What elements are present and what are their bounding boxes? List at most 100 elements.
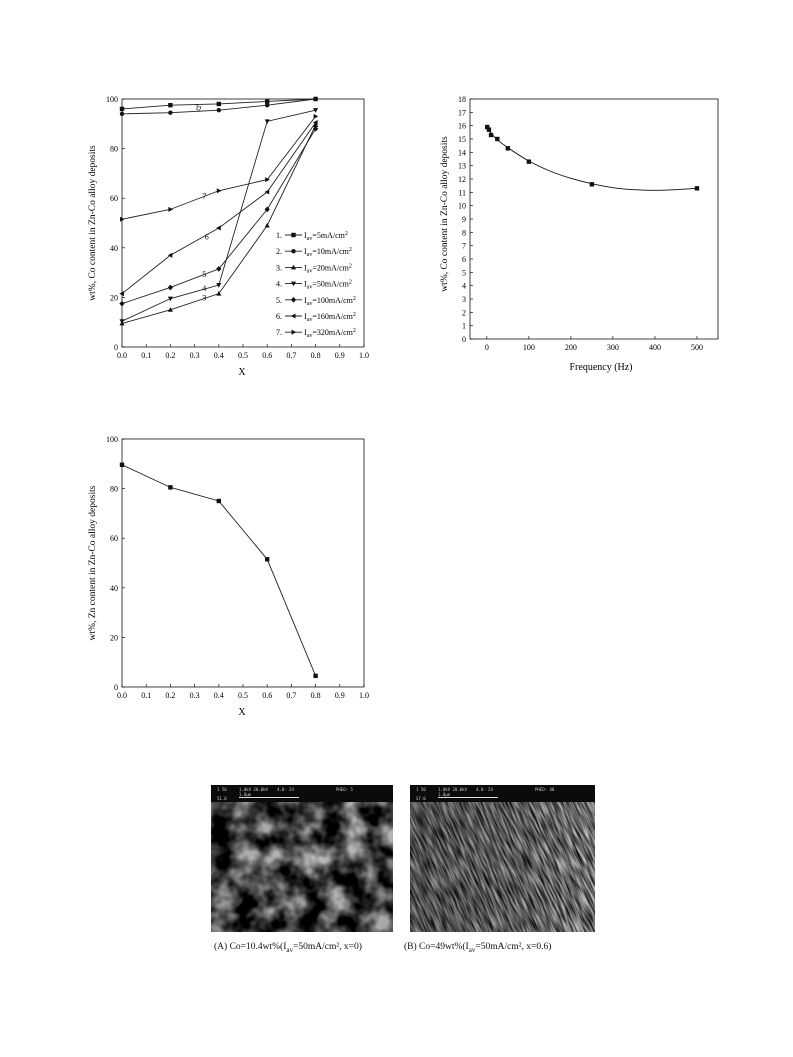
legend-number: 1.	[276, 231, 282, 240]
x-tick-label: 0.7	[286, 691, 296, 700]
y-tick-label: 40	[110, 584, 118, 593]
data-point	[313, 113, 319, 119]
data-point	[168, 485, 173, 490]
sem-info-bar: 1 50 1.0kV 20.0kV 4.0- 24 PHEO- 40 1.0µm…	[410, 785, 595, 802]
data-point	[486, 127, 492, 132]
data-point	[216, 225, 221, 231]
axis-ticks: 0 100 200 300 400 500012345678910111213141516…	[458, 95, 703, 352]
x-tick-label: 0.2	[165, 691, 175, 700]
x-tick-label: 1.0	[359, 691, 369, 700]
scale-bar-label: 1.0µm	[239, 792, 252, 797]
legend-label: Iav=100mA/cm2	[304, 296, 356, 307]
sem-info-bar: 1 50 1.0kV 20.0kV 4.0- 24 PHEO- 5 1.0µm …	[211, 785, 393, 802]
data-point	[265, 557, 270, 562]
caption-subscript: av	[286, 945, 293, 954]
x-tick-label: 0.1	[141, 351, 151, 360]
data-point	[264, 222, 270, 228]
x-tick-label: 0.4	[214, 691, 224, 700]
co-content-vs-x-chart: wt%, Co content in Zn-Co alloy deposits …	[88, 95, 369, 378]
data-point	[312, 120, 318, 126]
series-group	[485, 124, 700, 191]
x-tick-label: 0.3	[190, 691, 200, 700]
y-tick-label: 14	[458, 148, 466, 157]
micrograph-image	[211, 802, 393, 932]
data-point	[495, 136, 500, 142]
y-tick-label: 9	[462, 215, 466, 224]
legend-marker	[291, 249, 296, 254]
x-tick-label: 0.1	[141, 691, 151, 700]
x-tick-label: 0.0	[117, 691, 127, 700]
data-point	[216, 188, 222, 194]
y-tick-label: 10	[458, 202, 466, 211]
data-point	[119, 319, 125, 324]
data-point	[119, 291, 124, 297]
y-axis-label: wt%, Co content in Zn-Co alloy deposits	[440, 136, 450, 292]
x-tick-label: 0.8	[311, 691, 321, 700]
x-tick-label: 0.2	[165, 351, 175, 360]
data-point	[264, 119, 270, 124]
data-point	[216, 266, 222, 272]
data-point	[265, 99, 270, 104]
x-tick-label: 0.4	[214, 351, 224, 360]
caption-text: (B) Co=49wt%(I	[404, 942, 469, 952]
micrograph-image	[410, 802, 595, 932]
y-tick-label: 7	[462, 242, 466, 251]
data-point	[119, 111, 125, 117]
series-line	[121, 109, 316, 322]
series-label: 7	[202, 192, 206, 201]
data-point	[312, 125, 319, 132]
y-tick-label: 12	[458, 175, 466, 184]
legend-marker	[290, 281, 297, 287]
x-tick-label: 0.7	[286, 351, 296, 360]
x-tick-label: 0.3	[190, 351, 200, 360]
caption-text: (A) Co=10.4wt%(I	[214, 942, 287, 952]
legend-label: Iav=160mA/cm2	[304, 312, 356, 323]
y-tick-label: 20	[110, 633, 118, 642]
data-point	[168, 110, 173, 115]
sem-field: 1.0kV 20.0kV	[239, 787, 268, 792]
data-point	[216, 107, 221, 113]
legend-number: 4.	[276, 280, 282, 289]
data-point	[589, 182, 595, 187]
data-point	[694, 186, 700, 191]
sem-field: 4.0- 24	[277, 787, 294, 792]
fit-curve	[486, 126, 698, 191]
legend-label: Iav=5mA/cm2	[304, 231, 348, 242]
plot-frame	[121, 98, 365, 348]
x-tick-label: 0	[485, 343, 489, 352]
y-tick-label: 60	[110, 194, 118, 203]
series-label: 2	[197, 104, 201, 113]
caption-subscript: av	[468, 945, 476, 954]
scale-bar-label: 1.0µm	[438, 792, 451, 797]
data-point	[265, 103, 270, 108]
data-point	[313, 673, 318, 679]
data-point	[488, 132, 494, 138]
series-line	[121, 464, 317, 677]
y-tick-label: 80	[110, 485, 118, 494]
x-axis-label: X	[238, 367, 246, 378]
y-tick-label: 0	[114, 343, 118, 352]
x-tick-label: 300	[607, 343, 619, 352]
y-tick-label: 3	[462, 295, 466, 304]
x-tick-label: 0.8	[311, 351, 321, 360]
data-point	[216, 291, 222, 296]
data-point	[216, 498, 221, 504]
data-point	[167, 284, 174, 291]
data-point	[119, 300, 125, 307]
data-point	[313, 122, 319, 128]
y-tick-label: 40	[110, 244, 118, 253]
series-label: 1	[195, 103, 199, 112]
legend-marker	[291, 232, 296, 238]
scale-bar	[438, 797, 498, 798]
y-tick-label: 18	[458, 95, 466, 104]
y-tick-label: 11	[458, 188, 466, 197]
legend-number: 6.	[276, 312, 282, 321]
data-point	[264, 206, 270, 213]
data-point	[120, 216, 125, 222]
x-tick-label: 0.9	[335, 691, 345, 700]
y-axis-label: wt%, Zn content in Zn-Co alloy deposits	[88, 485, 98, 640]
sem-field: 4.0- 24	[476, 787, 493, 792]
legend-label: Iav=320mA/cm2	[304, 328, 356, 339]
micrograph-caption-b: (B) Co=49wt%(Iav=50mA/cm², x=0.6)	[404, 942, 551, 954]
